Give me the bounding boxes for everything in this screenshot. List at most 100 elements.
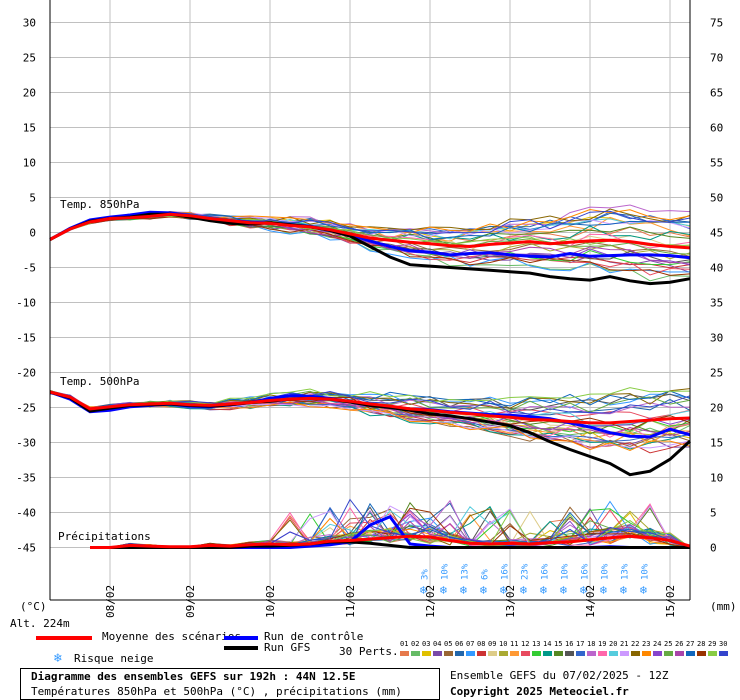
snowflake-icon: ❄ xyxy=(640,583,647,597)
y-tick-label: 15 xyxy=(23,122,36,135)
snowflake-icon: ❄ xyxy=(54,651,62,666)
run-info: Ensemble GEFS du 07/02/2025 - 12Z xyxy=(450,669,669,682)
y2-tick-label: 20 xyxy=(710,402,723,415)
y2-tick-label: 10 xyxy=(710,472,723,485)
member-number-label: 07 xyxy=(466,640,475,648)
member-number-label: 30 xyxy=(719,640,728,648)
member-number-label: 02 xyxy=(411,640,420,648)
x-tick-label: 14/02 xyxy=(584,585,597,618)
y2-tick-label: 55 xyxy=(710,157,723,170)
member-number-label: 16 xyxy=(565,640,574,648)
y2-tick-label: 75 xyxy=(710,17,723,30)
snow-risk-percent: 10% xyxy=(640,563,650,580)
member-color-swatch xyxy=(532,651,541,656)
mean-t500-line xyxy=(49,390,691,425)
snow-risk-percent: 6% xyxy=(480,569,490,580)
x-tick-label: 10/02 xyxy=(264,585,277,618)
left-unit-label: (°C) xyxy=(20,600,47,613)
member-color-swatch xyxy=(576,651,585,656)
x-tick-label: 12/02 xyxy=(424,585,437,618)
control-t850-line xyxy=(49,210,691,260)
y2-tick-label: 15 xyxy=(710,437,723,450)
y2-tick-label: 50 xyxy=(710,192,723,205)
member-number-label: 19 xyxy=(598,640,607,648)
member-color-swatch xyxy=(620,651,629,656)
y2-tick-label: 35 xyxy=(710,297,723,310)
y2-tick-label: 60 xyxy=(710,122,723,135)
member-color-swatch xyxy=(521,651,530,656)
snowflake-icon: ❄ xyxy=(460,583,467,597)
footer-title-box: Diagramme des ensembles GEFS sur 192h : … xyxy=(20,668,440,700)
y2-tick-label: 65 xyxy=(710,87,723,100)
y2-tick-label: 30 xyxy=(710,332,723,345)
member-color-swatch xyxy=(488,651,497,656)
member-number-label: 12 xyxy=(521,640,530,648)
member-number-label: 25 xyxy=(664,640,673,648)
y-tick-label: -30 xyxy=(16,437,36,450)
member-color-swatch xyxy=(554,651,563,656)
member-color-swatch xyxy=(697,651,706,656)
y-tick-label: -35 xyxy=(16,472,36,485)
main-series xyxy=(49,210,692,549)
y-tick-label: 5 xyxy=(29,192,36,205)
member-number-label: 14 xyxy=(543,640,552,648)
snowflake-icon: ❄ xyxy=(500,583,507,597)
y-tick-label: -15 xyxy=(16,332,36,345)
snow-risk-percent: 16% xyxy=(580,563,590,580)
y2-tick-label: 40 xyxy=(710,262,723,275)
y-tick-label: -40 xyxy=(16,507,36,520)
member-number-label: 04 xyxy=(433,640,442,648)
x-tick-label: 09/02 xyxy=(184,585,197,618)
member-color-swatch xyxy=(433,651,442,656)
member-number-label: 09 xyxy=(488,640,497,648)
member-color-swatch xyxy=(653,651,662,656)
x-tick-label: 15/02 xyxy=(664,585,677,618)
chart-axes: 302520151050-5-10-15-20-25-30-35-40-4575… xyxy=(10,0,737,630)
member-number-label: 10 xyxy=(499,640,508,648)
legend-swatch-gfs xyxy=(224,646,258,650)
snowflake-icon: ❄ xyxy=(600,583,607,597)
y-tick-label: 20 xyxy=(23,87,36,100)
member-color-swatch xyxy=(411,651,420,656)
member-color-swatch xyxy=(510,651,519,656)
member-color-swatch xyxy=(499,651,508,656)
member-number-label: 18 xyxy=(587,640,596,648)
mean-t850-line xyxy=(49,212,691,250)
member-color-swatch xyxy=(686,651,695,656)
y-tick-label: 10 xyxy=(23,157,36,170)
footer-subtitle: Températures 850hPa et 500hPa (°C) , pré… xyxy=(31,685,402,698)
snow-risk-percent: 3% xyxy=(420,569,430,580)
member-number-label: 01 xyxy=(400,640,409,648)
snow-risk-markers: 3% ❄ 10% ❄ 13% ❄ 6% ❄ 16% ❄ 23% ❄ 16% ❄ 10% ❄ 16% ❄ 10% ❄ 13… xyxy=(420,563,651,597)
member-color-swatch xyxy=(631,651,640,656)
snow-risk-percent: 10% xyxy=(560,563,570,580)
altitude-label: Alt. 224m xyxy=(10,617,70,630)
t850-panel-label: Temp. 850hPa xyxy=(60,198,139,211)
snowflake-icon: ❄ xyxy=(540,583,547,597)
member-number-label: 23 xyxy=(642,640,651,648)
member-number-label: 13 xyxy=(532,640,541,648)
snow-risk-percent: 16% xyxy=(500,563,510,580)
y-tick-label: -45 xyxy=(16,542,36,555)
copyright: Copyright 2025 Meteociel.fr xyxy=(450,685,629,698)
x-tick-label: 13/02 xyxy=(504,585,517,618)
legend-gfs-label: Run GFS xyxy=(264,641,311,654)
snowflake-icon: ❄ xyxy=(520,583,527,597)
member-number-label: 05 xyxy=(444,640,453,648)
member-number-label: 11 xyxy=(510,640,519,648)
snow-risk-percent: 10% xyxy=(440,563,450,580)
member-color-swatch xyxy=(422,651,431,656)
legend-swatch-control xyxy=(224,636,258,640)
snowflake-icon: ❄ xyxy=(620,583,627,597)
member-number-label: 08 xyxy=(477,640,486,648)
member-color-swatch xyxy=(466,651,475,656)
legend-mean-label: Moyenne des scénarios xyxy=(102,630,242,643)
member-color-swatch xyxy=(664,651,673,656)
member-number-label: 26 xyxy=(675,640,684,648)
precip-panel-label: Précipitations xyxy=(58,530,151,543)
snow-risk-percent: 10% xyxy=(600,563,610,580)
plot-area xyxy=(50,0,690,600)
y-tick-label: -5 xyxy=(23,262,36,275)
member-number-label: 21 xyxy=(620,640,629,648)
